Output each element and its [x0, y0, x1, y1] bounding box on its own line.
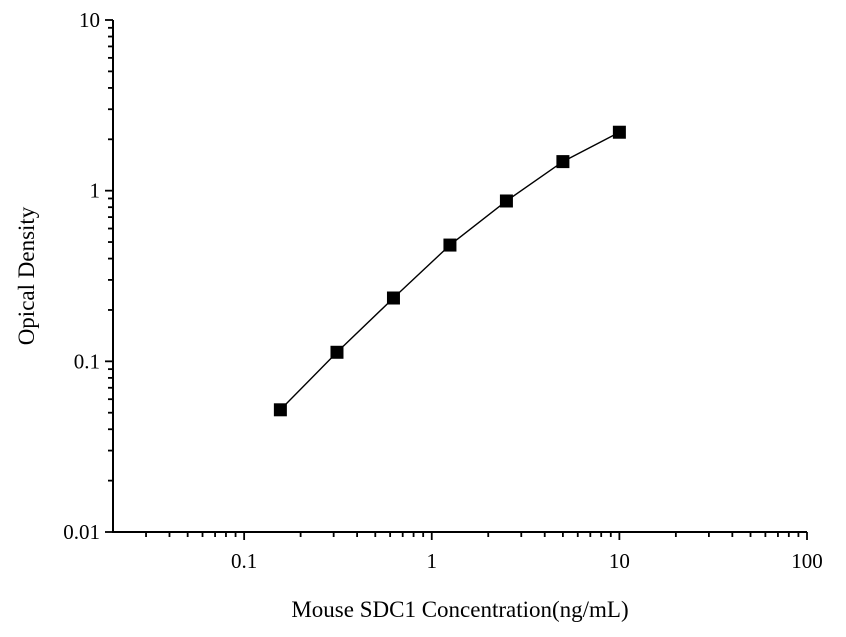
y-tick-label: 0.1 — [74, 349, 100, 373]
y-tick-label: 10 — [79, 8, 100, 32]
x-tick-label: 1 — [427, 549, 438, 573]
data-point-marker — [443, 238, 457, 252]
x-tick-label: 0.1 — [231, 549, 257, 573]
data-point-marker — [386, 291, 400, 305]
data-point-marker — [330, 345, 344, 359]
y-tick-label: 1 — [90, 179, 101, 203]
x-tick-label: 100 — [791, 549, 823, 573]
standard-curve-line — [279, 131, 620, 411]
data-point-marker — [612, 125, 626, 139]
data-point-marker — [499, 194, 513, 208]
y-tick-label: 0.01 — [63, 520, 100, 544]
x-tick-label: 10 — [609, 549, 630, 573]
y-axis-title: Opical Density — [14, 206, 39, 346]
data-point-marker — [556, 155, 570, 169]
x-axis-title: Mouse SDC1 Concentration(ng/mL) — [291, 597, 629, 622]
data-point-marker — [273, 403, 287, 417]
